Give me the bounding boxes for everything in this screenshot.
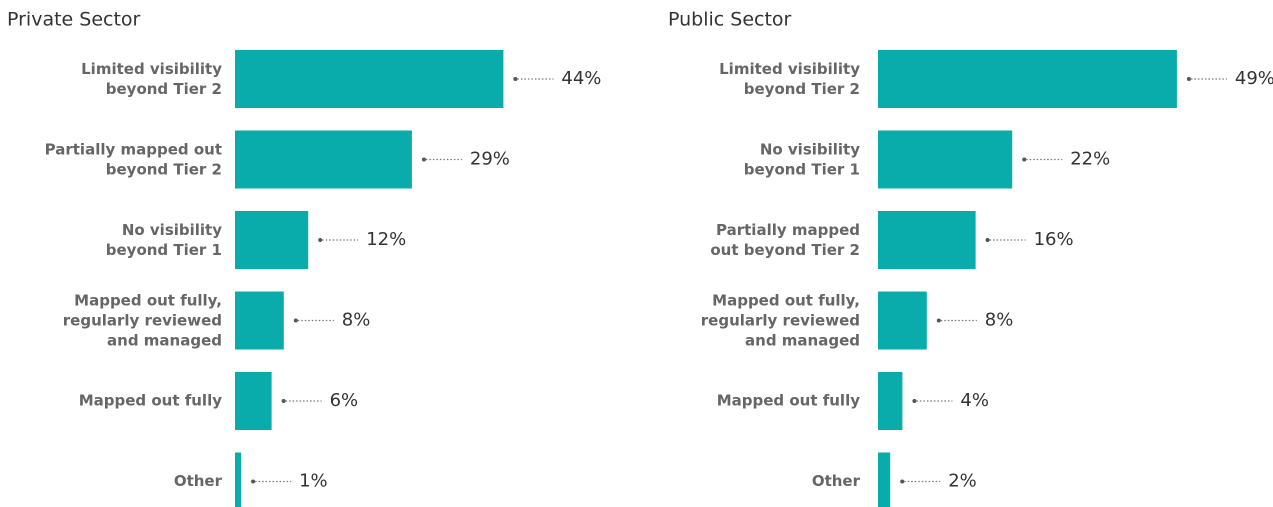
bar [878, 372, 903, 430]
bar [235, 211, 309, 269]
value-label: 16% [1034, 229, 1074, 250]
value-label: 22% [1070, 149, 1110, 170]
value-label: 8% [985, 310, 1014, 331]
leader-dot [293, 318, 298, 323]
leader-dot [251, 479, 256, 484]
bar [235, 452, 242, 507]
bar [878, 291, 927, 350]
category-label: Limited visibility beyond Tier 2 [719, 60, 860, 98]
leader-dot [1186, 77, 1191, 81]
value-label: 44% [561, 68, 601, 89]
chart-title: Public Sector [668, 9, 792, 31]
value-label: 2% [948, 471, 977, 492]
category-label: Other [174, 472, 223, 490]
category-label: Mapped out fully, regularly reviewed and m… [63, 291, 222, 349]
category-label: Mapped out fully [717, 392, 861, 410]
bar [235, 372, 272, 430]
category-label: Mapped out fully, regularly reviewed and m… [701, 291, 860, 349]
chart-title: Private Sector [7, 9, 141, 31]
bar [878, 211, 976, 269]
value-label: 49% [1235, 68, 1273, 89]
leader-dot [912, 399, 917, 403]
value-label: 29% [470, 149, 510, 170]
category-label: Partially mapped out beyond Tier 2 [45, 140, 222, 178]
value-label: 8% [342, 310, 371, 331]
leader-dot [513, 77, 518, 81]
leader-dot [900, 479, 905, 484]
bar [878, 452, 891, 507]
value-label: 12% [366, 229, 406, 250]
leader-dot [318, 238, 323, 242]
category-label: No visibility beyond Tier 1 [744, 140, 860, 178]
category-label: Mapped out fully [79, 392, 223, 410]
category-label: No visibility beyond Tier 1 [106, 221, 222, 259]
leader-dot [1022, 157, 1027, 162]
category-label: Limited visibility beyond Tier 2 [81, 60, 222, 98]
bar [878, 50, 1177, 108]
leader-dot [281, 399, 286, 403]
value-label: 1% [299, 471, 328, 492]
bar [235, 130, 412, 189]
value-label: 4% [960, 390, 989, 411]
leader-dot [985, 238, 990, 242]
bar [235, 50, 504, 108]
leader-dot [936, 318, 941, 323]
value-label: 6% [330, 390, 359, 411]
category-label: Partially mapped out beyond Tier 2 [710, 221, 860, 259]
category-label: Other [812, 472, 861, 490]
bar [878, 130, 1013, 189]
bar [235, 291, 284, 350]
leader-dot [421, 157, 426, 162]
